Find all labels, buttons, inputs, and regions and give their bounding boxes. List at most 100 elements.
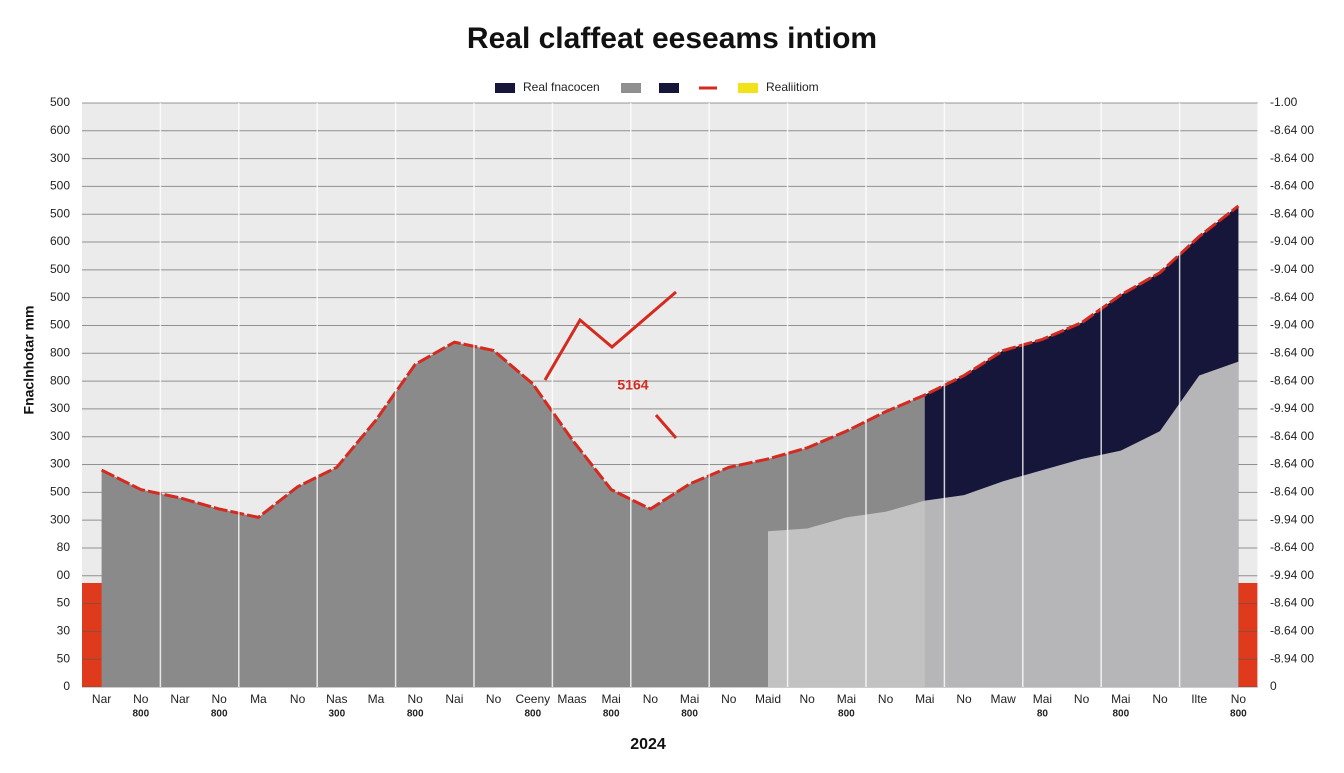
x-tick-label: Ma [250, 692, 267, 706]
x-tick-label: Ilte [1191, 692, 1207, 706]
x-tick-label: No [486, 692, 502, 706]
x-sublabel: 800 [681, 709, 698, 720]
y-tick-label: 50 [57, 596, 71, 610]
x-tick-label: No [721, 692, 737, 706]
x-sublabel: 800 [407, 709, 424, 720]
y2-tick-label: -8.64 00 [1270, 596, 1314, 610]
x-tick-label: No [878, 692, 894, 706]
y2-tick-label: -8.64 00 [1270, 540, 1314, 554]
legend-label: Realiitiom [766, 80, 819, 94]
x-sublabel: 800 [524, 709, 541, 720]
y-tick-label: 500 [50, 318, 70, 332]
x-tick-label: Nas [326, 692, 347, 706]
x-sublabel: 800 [1230, 709, 1247, 720]
line [100, 204, 1240, 519]
y2-tick-label: -8.64 00 [1270, 290, 1314, 304]
y2-tick-label: -8.94 00 [1270, 651, 1314, 665]
x-tick-label: No [133, 692, 149, 706]
y2-tick-label: -8.64 00 [1270, 206, 1314, 220]
x-sublabel: 800 [838, 709, 855, 720]
y-tick-label: 30 [57, 624, 71, 638]
y2-tick-label: -8.64 00 [1270, 429, 1314, 443]
y-tick-label: 500 [50, 206, 70, 220]
y2-tick-label: 0 [1270, 679, 1277, 693]
x-tick-label: Ma [368, 692, 385, 706]
x-axis-title: 2024 [630, 736, 666, 753]
x-tick-label: Nai [445, 692, 463, 706]
y2-tick-label: -8.64 00 [1270, 624, 1314, 638]
x-tick-label: No [408, 692, 424, 706]
legend-swatch [495, 83, 515, 93]
y2-tick-label: -8.64 00 [1270, 457, 1314, 471]
y-tick-label: 300 [50, 151, 70, 165]
y2-tick-label: -8.64 00 [1270, 151, 1314, 165]
y-tick-label: 500 [50, 179, 70, 193]
x-tick-label: Nar [92, 692, 111, 706]
x-tick-label: Ceeny [515, 692, 550, 706]
x-tick-label: Maw [991, 692, 1017, 706]
x-tick-label: Maid [755, 692, 781, 706]
y-tick-label: 00 [57, 568, 71, 582]
y-tick-label: 500 [50, 262, 70, 276]
x-sublabel: 80 [1037, 709, 1049, 720]
x-sublabel: 800 [603, 709, 620, 720]
plot [82, 102, 1259, 688]
y2-tick-label: -9.04 00 [1270, 318, 1314, 332]
annotation-arrow [654, 414, 678, 439]
y-tick-label: 800 [50, 345, 70, 359]
x-tick-label: Mai [1111, 692, 1130, 706]
area [768, 361, 1239, 687]
x-tick-label: No [800, 692, 816, 706]
y2-tick-label: -8.64 00 [1270, 123, 1314, 137]
y-tick-label: 80 [57, 540, 71, 554]
y-tick-label: 600 [50, 123, 70, 137]
legend-swatch [738, 83, 758, 93]
x-tick-label: Mai [680, 692, 699, 706]
y-tick-label: 500 [50, 95, 70, 109]
y-tick-label: 800 [50, 373, 70, 387]
x-tick-label: Mai [602, 692, 621, 706]
y-tick-label: 300 [50, 512, 70, 526]
y-tick-label: 500 [50, 485, 70, 499]
x-tick-label: No [1231, 692, 1247, 706]
x-tick-label: No [1152, 692, 1168, 706]
x-sublabel: 800 [211, 709, 228, 720]
y-tick-label: 500 [50, 290, 70, 304]
x-tick-label: Maas [557, 692, 586, 706]
y2-tick-label: -8.64 00 [1270, 373, 1314, 387]
y-axis-title: Fnaclnhotar mm [21, 306, 37, 415]
legend-label: Real fnacocen [523, 80, 600, 94]
y2-tick-label: -9.94 00 [1270, 568, 1314, 582]
y2-tick-label: -9.94 00 [1270, 512, 1314, 526]
x-sublabel: 800 [1112, 709, 1129, 720]
x-tick-label: Mai [1033, 692, 1052, 706]
x-tick-label: No [212, 692, 228, 706]
y2-tick-label: -8.64 00 [1270, 485, 1314, 499]
y-tick-label: 300 [50, 401, 70, 415]
legend-swatch [621, 83, 641, 93]
annotation: 5164 [617, 377, 648, 393]
x-tick-label: No [1074, 692, 1090, 706]
y-tick-label: 50 [57, 651, 71, 665]
y2-tick-label: -9.04 00 [1270, 262, 1314, 276]
y-tick-label: 600 [50, 234, 70, 248]
y2-tick-label: -9.94 00 [1270, 401, 1314, 415]
x-sublabel: 300 [328, 709, 345, 720]
x-tick-label: No [956, 692, 972, 706]
x-tick-label: Mai [837, 692, 856, 706]
chart-title: Real claffeat eeseams intiom [467, 22, 877, 55]
y-tick-label: 300 [50, 429, 70, 443]
y-tick-label: 0 [63, 679, 70, 693]
y2-tick-label: -1.00 [1270, 95, 1298, 109]
legend-swatch [659, 83, 679, 93]
x-sublabel: 800 [132, 709, 149, 720]
x-tick-label: Nar [170, 692, 189, 706]
x-tick-label: No [643, 692, 659, 706]
annotation-arrow [543, 290, 677, 381]
y-tick-label: 300 [50, 457, 70, 471]
x-tick-label: Mai [915, 692, 934, 706]
x-tick-label: No [290, 692, 306, 706]
y2-tick-label: -9.04 00 [1270, 234, 1314, 248]
y2-tick-label: -8.64 00 [1270, 345, 1314, 359]
